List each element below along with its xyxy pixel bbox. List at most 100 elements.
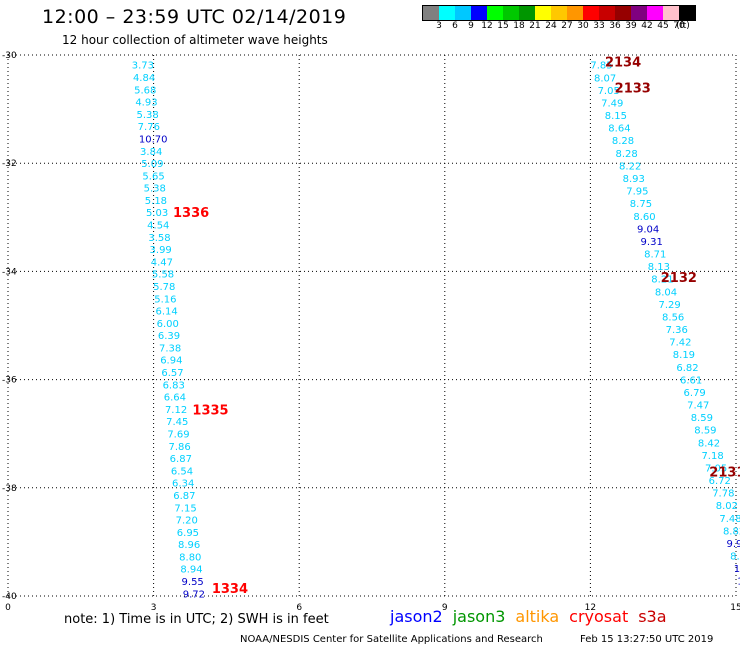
- color-scale-label: 36: [609, 21, 621, 31]
- y-tick-label: -38: [2, 484, 17, 494]
- satellite-legend-item: jason2: [390, 607, 443, 626]
- color-scale-label: 42: [641, 21, 653, 31]
- wave-height-label: 5.65: [142, 171, 164, 182]
- wave-height-label: 9.31: [641, 237, 663, 248]
- wave-height-label: 6.61: [680, 375, 702, 386]
- wave-height-label: 7.45: [166, 417, 188, 428]
- wave-height-label: 5.18: [145, 196, 167, 207]
- color-scale-label: 27: [561, 21, 573, 31]
- color-scale-label: 12: [481, 21, 493, 31]
- wave-height-label: 8.75: [630, 199, 652, 210]
- wave-height-label: 8.64: [608, 124, 630, 135]
- color-scale-label: 24: [545, 21, 557, 31]
- color-swatch: [455, 6, 471, 20]
- credit-text: NOAA/NESDIS Center for Satellite Applica…: [240, 634, 543, 645]
- satellite-legend: jason2 jason3 altika cryosat s3a: [390, 607, 677, 626]
- wave-height-label: 7.12: [165, 405, 187, 416]
- color-swatch: [583, 6, 599, 20]
- wave-height-label: 5.68: [134, 85, 156, 96]
- y-tick-label: -30: [2, 51, 17, 61]
- y-tick-label: -36: [2, 376, 17, 386]
- wave-height-label: 7.18: [701, 451, 723, 462]
- wave-height-label: 8.94: [180, 565, 202, 576]
- wave-height-label: 3.84: [140, 147, 162, 158]
- wave-height-label: 10.70: [139, 134, 168, 145]
- wave-height-label: 8.82: [723, 526, 740, 537]
- wave-height-label: 5.03: [146, 208, 168, 219]
- time-label: 1334: [212, 582, 248, 597]
- x-tick-label: 9: [442, 603, 448, 613]
- wave-height-label: 8.71: [644, 250, 666, 261]
- color-scale-label: 21: [529, 21, 541, 31]
- color-scale-bar: [422, 5, 696, 21]
- wave-height-label: 8.56: [662, 312, 684, 323]
- wave-height-label: 7.36: [666, 325, 688, 336]
- wave-height-label: 8.28: [615, 149, 637, 160]
- color-swatch: [631, 6, 647, 20]
- color-scale-labels: 3 6 9 12 15 18 21 24 27 30 33 36 39 42 45 70 (ft): [0, 21, 740, 35]
- wave-height-label: 9.72: [183, 589, 205, 600]
- wave-height-label: 5.09: [141, 159, 163, 170]
- satellite-legend-item: cryosat: [569, 607, 629, 626]
- wave-height-label: 7.38: [159, 343, 181, 354]
- wave-height-label: 9.04: [637, 224, 659, 235]
- wave-height-label: 6.82: [676, 363, 698, 374]
- color-scale-label: 30: [577, 21, 589, 31]
- wave-height-label: 8.28: [612, 136, 634, 147]
- wave-height-label: 7.05: [598, 86, 620, 97]
- wave-height-label: 6.79: [684, 388, 706, 399]
- color-swatch: [663, 6, 679, 20]
- x-tick-label: 6: [296, 603, 302, 613]
- y-tick-label: -40: [2, 592, 17, 602]
- y-tick-label: -32: [2, 159, 17, 169]
- wave-height-label: 6.87: [173, 491, 195, 502]
- wave-height-label: 7.47: [687, 401, 709, 412]
- color-scale-label: 15: [497, 21, 509, 31]
- time-label: 2131: [709, 466, 740, 481]
- wave-height-label: 8.02: [716, 501, 738, 512]
- satellite-legend-item: altika: [515, 607, 560, 626]
- wave-height-label: 8.59: [691, 413, 713, 424]
- wave-height-label: 4.47: [151, 257, 173, 268]
- color-scale-label: 39: [625, 21, 637, 31]
- wave-height-label: 8.60: [633, 212, 655, 223]
- wave-height-label: 4.84: [133, 73, 155, 84]
- x-tick-label: 15: [730, 603, 740, 613]
- x-tick-label: 12: [585, 603, 596, 613]
- color-swatch: [503, 6, 519, 20]
- wave-height-label: 7.05: [705, 463, 727, 474]
- wave-height-label: 6.87: [170, 454, 192, 465]
- wave-height-label: 6.39: [158, 331, 180, 342]
- color-swatch: [679, 6, 695, 20]
- color-scale-label: 33: [593, 21, 605, 31]
- wave-height-label: 5.38: [144, 184, 166, 195]
- wave-height-label: 6.95: [177, 528, 199, 539]
- wave-height-label: 8.93: [623, 174, 645, 185]
- wave-height-label: 8.04: [655, 287, 677, 298]
- wave-height-label: 7.85: [590, 61, 612, 72]
- wave-height-label: 6.14: [155, 307, 177, 318]
- wave-height-label: 6.00: [157, 319, 179, 330]
- wave-height-label: 8.89: [730, 552, 740, 563]
- time-label: 1336: [173, 206, 209, 221]
- color-swatch: [647, 6, 663, 20]
- wave-height-label: 10.55: [734, 564, 740, 575]
- color-scale-label: 9: [468, 21, 474, 31]
- wave-height-label: 8.96: [178, 540, 200, 551]
- wave-height-label: 8.19: [673, 350, 695, 361]
- color-swatch: [439, 6, 455, 20]
- wave-height-label: 6.57: [161, 368, 183, 379]
- wave-height-label: 6.34: [172, 479, 194, 490]
- wave-height-label: 9.94: [727, 539, 740, 550]
- color-scale-label: 18: [513, 21, 525, 31]
- color-swatch: [567, 6, 583, 20]
- time-label: 1335: [192, 403, 228, 418]
- wave-height-label: 7.95: [626, 187, 648, 198]
- color-swatch: [551, 6, 567, 20]
- color-swatch: [423, 6, 439, 20]
- wave-height-label: 8.22: [619, 161, 641, 172]
- wave-height-label: 4.93: [135, 98, 157, 109]
- wave-height-label: 4.54: [147, 221, 169, 232]
- satellite-legend-item: s3a: [638, 607, 667, 626]
